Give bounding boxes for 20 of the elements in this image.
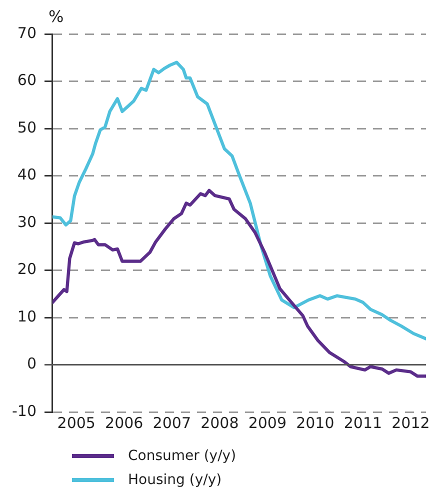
y-tick-label: 10 xyxy=(17,307,36,326)
legend-label: Consumer (y/y) xyxy=(128,448,236,464)
x-tick-label: 2006 xyxy=(105,414,144,432)
y-tick-label: 20 xyxy=(17,260,36,278)
x-tick-label: 2008 xyxy=(200,414,239,432)
x-tick-label: 2007 xyxy=(152,414,191,432)
y-tick-label: 0 xyxy=(26,354,36,373)
y-axis-title: % xyxy=(48,7,64,26)
x-tick-label: 2009 xyxy=(248,414,287,432)
y-tick-label: 40 xyxy=(17,166,36,184)
y-tick-label: 70 xyxy=(17,24,36,42)
x-tick-label: 2012 xyxy=(392,414,430,432)
x-tick-label: 2011 xyxy=(344,414,382,432)
x-tick-label: 2010 xyxy=(296,414,334,432)
y-tick-label: 30 xyxy=(17,212,36,231)
legend-label: Housing (y/y) xyxy=(128,472,222,488)
y-tick-label: 60 xyxy=(17,71,36,90)
y-tick-label: -10 xyxy=(12,402,36,420)
y-tick-label: 50 xyxy=(17,118,36,136)
x-tick-label: 2005 xyxy=(57,414,96,432)
